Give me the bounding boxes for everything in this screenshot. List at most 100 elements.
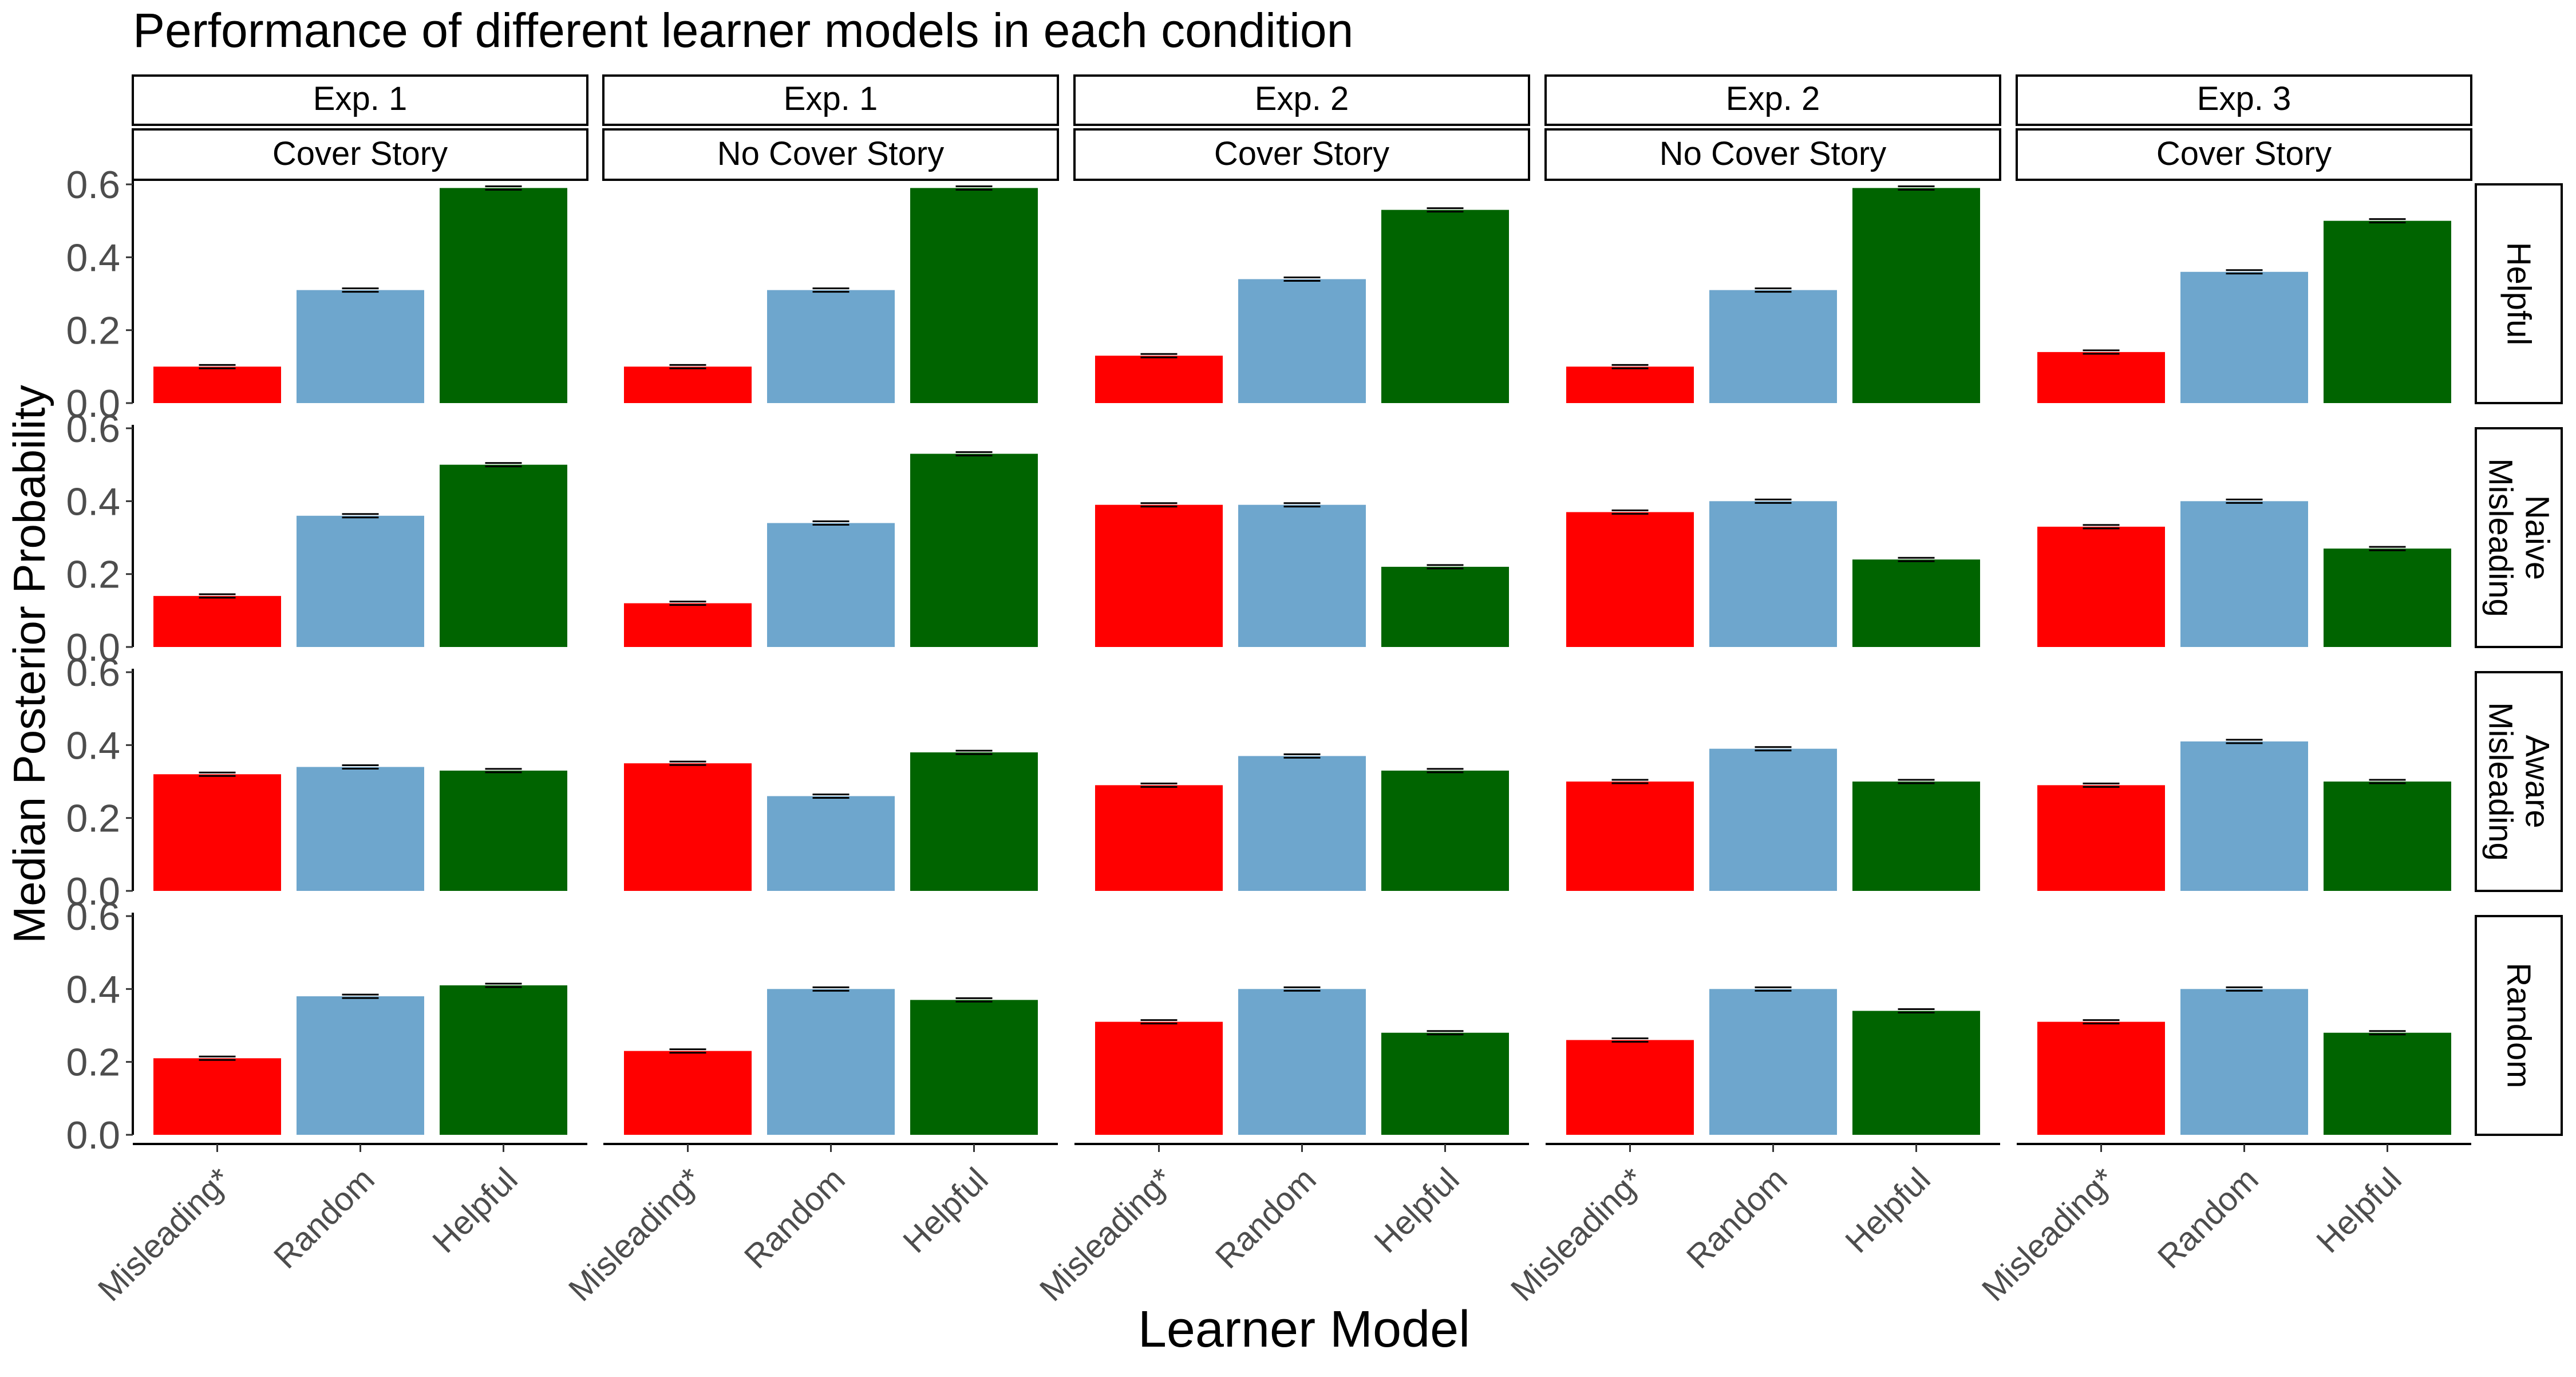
bar [2324,549,2451,647]
bar [153,595,281,647]
bar [767,290,895,403]
bar [624,763,752,891]
strip-experiment-label: Exp. 1 [313,80,407,117]
bar [767,796,895,891]
bar [2324,1032,2451,1135]
bar [2180,989,2308,1135]
x-tick-label: Misleading* [1504,1161,1652,1308]
bar [1238,279,1366,403]
y-tick-label: 0.0 [66,382,120,425]
x-tick-label: Helpful [896,1161,995,1260]
bar [2037,785,2165,891]
y-tick-label: 0.2 [66,553,120,597]
y-tick-label: 0.0 [66,626,120,669]
bar [1381,770,1509,891]
bar [910,453,1038,647]
bar [440,188,567,403]
bar [2180,501,2308,647]
chart-panels: Exp. 1 Cover Story Exp. 1 No Cover Story Exp… [66,74,2563,1308]
bar [440,464,567,647]
y-tick-label: 0.4 [66,480,120,523]
x-tick-label: Misleading* [1033,1161,1180,1308]
strip-row-label: Helpful [2500,242,2538,346]
bar [1381,566,1509,647]
y-tick-label: 0.4 [66,724,120,767]
x-tick-label: Random [737,1161,852,1276]
bar [2037,1021,2165,1135]
y-tick-label: 0.2 [66,1041,120,1084]
strip-row-box [2475,915,2563,1136]
y-tick-label: 0.2 [66,797,120,841]
bar [1709,989,1837,1135]
bar [1381,1032,1509,1135]
strip-experiment-label: Exp. 3 [2197,80,2291,117]
y-tick-label: 0.4 [66,236,120,279]
y-tick-label: 0.6 [66,163,120,207]
bar [624,366,752,403]
bar [2324,220,2451,403]
bar [1709,501,1837,647]
strip-experiment-box [2016,74,2472,126]
chart-title: Performance of different learner models … [133,3,1353,57]
x-tick-label: Helpful [1367,1161,1467,1260]
strip-experiment-box [132,74,588,126]
strip-row-label: Naive [2519,495,2556,580]
bar [440,770,567,891]
y-tick-label: 0.6 [66,651,120,695]
strip-row-box [2475,183,2563,404]
strip-condition-label: Cover Story [1214,135,1389,172]
strip-condition-box [602,128,1059,181]
bar [1095,356,1223,403]
bar [2324,782,2451,891]
bar [910,188,1038,403]
strip-condition-box [132,128,588,181]
bar [1381,210,1509,403]
strip-condition-box [1544,128,2001,181]
y-tick-label: 0.6 [66,407,120,451]
bar [1095,504,1223,647]
bar [297,515,424,647]
strip-condition-label: No Cover Story [717,135,944,172]
strip-condition-box [2016,128,2472,181]
strip-experiment-box [1073,74,1530,126]
bar [910,752,1038,891]
bar [767,989,895,1135]
bar [1852,559,1980,647]
y-tick-label: 0.0 [66,1114,120,1157]
bar [2180,741,2308,891]
x-tick-label: Misleading* [562,1161,709,1308]
bar [624,603,752,647]
bar [153,774,281,891]
bar [1566,782,1694,891]
x-tick-label: Random [267,1161,382,1276]
bar [440,985,567,1135]
x-tick-label: Random [2151,1161,2266,1276]
bar [153,1058,281,1135]
bar [910,1000,1038,1135]
y-tick-label: 0.0 [66,870,120,913]
bar [1095,785,1223,891]
strip-experiment-box [1544,74,2001,126]
strip-experiment-label: Exp. 1 [784,80,878,117]
strip-experiment-label: Exp. 2 [1255,80,1349,117]
bar [1566,512,1694,647]
bar [1095,1021,1223,1135]
bar [1566,366,1694,403]
x-tick-label: Helpful [425,1161,525,1260]
bar [1238,756,1366,891]
strip-condition-label: No Cover Story [1660,135,1886,172]
strip-experiment-label: Exp. 2 [1726,80,1820,117]
strip-condition-label: Cover Story [272,135,448,172]
bar [1709,290,1837,403]
bar [297,290,424,403]
strip-row-label: Random [2500,962,2538,1088]
bar [2180,271,2308,403]
x-tick-label: Helpful [1838,1161,1938,1260]
y-tick-label: 0.2 [66,309,120,353]
bar [2037,526,2165,647]
x-tick-label: Helpful [2309,1161,2409,1260]
bar [153,366,281,403]
x-tick-label: Misleading* [91,1161,239,1308]
